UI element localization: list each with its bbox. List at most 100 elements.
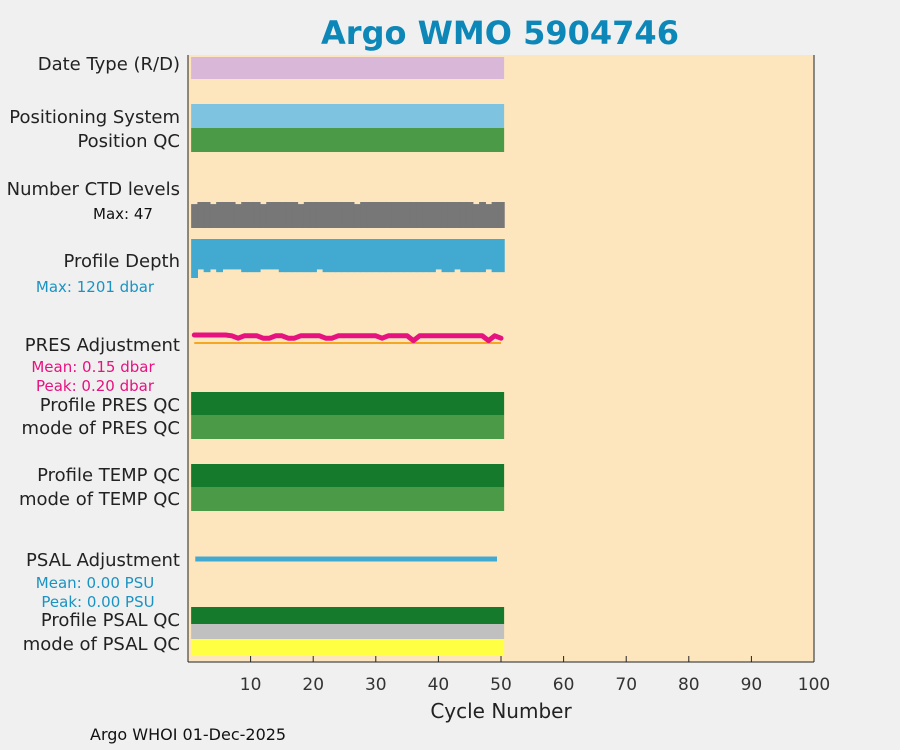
profile-depth-bar — [422, 239, 430, 273]
ctd-levels-bar — [272, 202, 280, 228]
x-tick-label: 60 — [553, 675, 575, 695]
pres-adjustment-line — [191, 332, 504, 344]
ctd-levels-bar — [197, 202, 205, 228]
profile-depth-bar — [266, 239, 274, 270]
profile-depth-bar — [491, 239, 499, 273]
profile-depth-bar — [228, 239, 236, 270]
profile-depth-bar — [272, 239, 280, 270]
profile-depth-bar — [353, 239, 361, 273]
profile-depth-bar — [216, 239, 224, 273]
ctd-levels-bar — [228, 202, 236, 228]
profile-depth-bar — [234, 239, 242, 270]
profile-depth-bar — [366, 239, 374, 273]
ctd-levels-bar — [285, 202, 292, 228]
row-label-profile_psal_qc: Profile PSAL QC — [41, 610, 180, 631]
ctd-levels-bar — [441, 202, 449, 228]
position-qc-bar — [191, 128, 505, 152]
ctd-levels-bar — [491, 202, 499, 228]
row-label-mode_temp_qc: mode of TEMP QC — [19, 489, 180, 510]
ctd-levels-bar — [316, 202, 324, 228]
ctd-levels-bar — [203, 202, 211, 228]
x-tick-label: 30 — [365, 675, 387, 695]
positioning-system-bar — [191, 104, 505, 128]
profile-depth-bar — [285, 239, 292, 273]
profile-depth-bar — [347, 239, 355, 273]
profile-depth-bar — [191, 239, 198, 278]
ctd-levels-bar — [479, 202, 486, 228]
ctd-levels-bar — [372, 202, 380, 228]
ctd-levels-bar — [291, 202, 299, 228]
row-label-profile_pres_qc: Profile PRES QC — [40, 395, 180, 416]
profile-depth-bar — [209, 239, 217, 270]
row-label-positioning_system: Positioning System — [9, 107, 180, 128]
stat-pres_adjustment: Peak: 0.20 dbar — [36, 377, 155, 395]
profile-depth-bar — [435, 239, 443, 270]
x-tick-label: 70 — [615, 675, 637, 695]
x-tick-label: 90 — [741, 675, 763, 695]
ctd-levels-bar — [278, 202, 286, 228]
profile-depth-bar — [241, 239, 249, 273]
ctd-levels-bar — [378, 202, 386, 228]
stat-psal_adjustment: Peak: 0.00 PSU — [41, 593, 154, 611]
profile-depth-bar — [485, 239, 493, 270]
ctd-levels-bar — [460, 202, 468, 228]
profile-depth-bar — [497, 239, 505, 273]
date-type-bar — [191, 57, 505, 79]
row-label-ctd_levels: Number CTD levels — [7, 179, 180, 200]
profile-depth-bar — [397, 239, 405, 273]
stat-pres_adjustment: Mean: 0.15 dbar — [31, 358, 155, 376]
mode-pres-qc-bar — [191, 415, 505, 439]
x-tick-label: 10 — [240, 675, 262, 695]
ctd-levels-bar — [416, 202, 424, 228]
row-label-mode_psal_qc: mode of PSAL QC — [23, 634, 180, 655]
profile-depth-bar — [454, 239, 461, 270]
x-tick-label: 20 — [302, 675, 324, 695]
profile-depth-bar — [310, 239, 317, 273]
profile-depth-bar — [197, 239, 205, 270]
profile-depth-bar — [460, 239, 468, 273]
ctd-levels-bar — [297, 204, 305, 228]
profile-depth-bar — [441, 239, 449, 273]
ctd-levels-bar — [234, 204, 242, 228]
profile-depth-bar — [335, 239, 342, 273]
profile-depth-bar — [278, 239, 286, 273]
ctd-levels-bar — [253, 202, 261, 228]
ctd-levels-bar — [259, 204, 267, 228]
profile-depth-bar — [322, 239, 330, 273]
ctd-levels-bar — [497, 202, 505, 228]
stat-profile_depth: Max: 1201 dbar — [36, 278, 155, 296]
mode-psal-qc-bar-upper — [191, 624, 505, 639]
stat-psal_adjustment: Mean: 0.00 PSU — [36, 574, 154, 592]
profile-depth-bar — [316, 239, 324, 270]
row-label-date_type: Date Type (R/D) — [38, 54, 180, 75]
profile-depth-bar — [222, 239, 230, 270]
profile-depth-bar — [416, 239, 424, 273]
ctd-levels-bar — [403, 202, 411, 228]
profile-temp-qc-bar — [191, 464, 505, 487]
ctd-levels-bar — [422, 202, 430, 228]
ctd-levels-bar — [410, 202, 418, 228]
ctd-levels-bar — [322, 202, 330, 228]
profile-depth-bar — [259, 239, 267, 270]
ctd-levels-bar — [397, 202, 405, 228]
ctd-levels-bar — [247, 202, 255, 228]
chart-title: Argo WMO 5904746 — [321, 14, 679, 52]
row-label-position_qc: Position QC — [77, 131, 180, 152]
row-label-psal_adjustment: PSAL Adjustment — [26, 550, 180, 571]
x-axis-label: Cycle Number — [430, 699, 572, 723]
profile-depth-bar — [247, 239, 255, 273]
profile-depth-bar — [410, 239, 418, 273]
ctd-levels-bar — [454, 202, 461, 228]
ctd-levels-bar — [472, 204, 480, 228]
profile-depth-bar — [253, 239, 261, 273]
ctd-levels-bar — [466, 202, 474, 228]
profile-depth-bar — [341, 239, 349, 273]
row-label-profile_depth: Profile Depth — [63, 251, 180, 272]
row-label-profile_temp_qc: Profile TEMP QC — [37, 465, 180, 486]
profile-depth-bar — [291, 239, 299, 273]
profile-depth-bar — [203, 239, 211, 273]
ctd-levels-bar — [435, 202, 443, 228]
profile-psal-qc-bar — [191, 607, 505, 624]
x-tick-label: 80 — [678, 675, 700, 695]
